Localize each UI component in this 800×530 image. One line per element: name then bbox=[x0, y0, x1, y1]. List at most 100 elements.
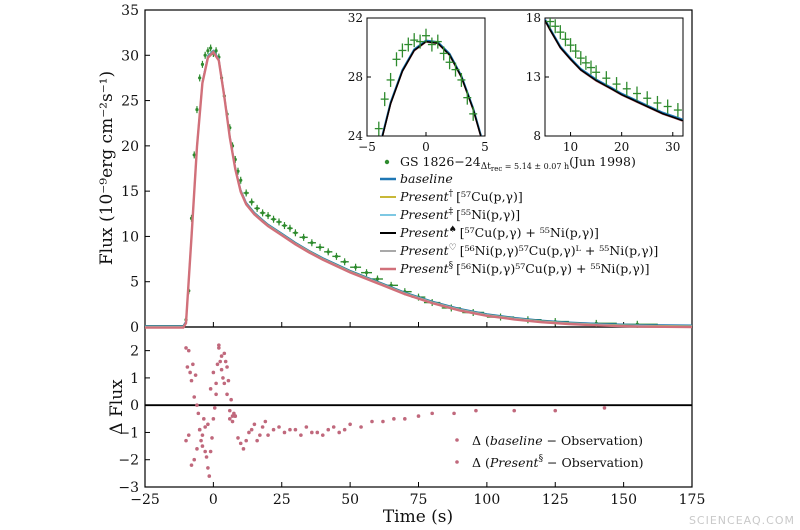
inset-ytick-label: 13 bbox=[526, 70, 541, 84]
obs-point bbox=[310, 241, 314, 245]
residual-point bbox=[226, 378, 231, 383]
residual-point bbox=[206, 422, 210, 427]
obs-point bbox=[364, 271, 369, 275]
main-y-axis-label: Flux (10⁻⁹erg cm⁻²s⁻¹) bbox=[97, 71, 117, 265]
residual-point bbox=[188, 370, 192, 375]
residual-point bbox=[217, 346, 221, 350]
inset-ytick-label: 18 bbox=[526, 11, 541, 25]
residual-point bbox=[197, 427, 202, 432]
residual-ytick-label: −3 bbox=[118, 480, 139, 496]
x-tick-label: 100 bbox=[474, 492, 501, 508]
legend-baseline-label: baseline bbox=[400, 171, 453, 186]
residual-point bbox=[271, 427, 276, 432]
residual-point bbox=[214, 392, 218, 397]
residual-point bbox=[244, 438, 248, 443]
residual-point bbox=[200, 444, 205, 448]
main-ytick-label: 30 bbox=[121, 48, 139, 64]
residual-point bbox=[277, 425, 281, 429]
legend-present-section-label: Present§ [⁵⁶Ni(p,γ)⁵⁷Cu(p,γ) + ⁵⁵Ni(p,γ)] bbox=[399, 261, 650, 276]
inset-ytick-label: 32 bbox=[348, 11, 363, 25]
inset-content bbox=[545, 18, 683, 122]
obs-point bbox=[206, 49, 210, 53]
residual-point bbox=[195, 403, 199, 407]
residual-point bbox=[553, 408, 558, 413]
residual-point bbox=[337, 430, 341, 435]
residual-legend-marker-baseline bbox=[455, 438, 459, 442]
residual-point bbox=[260, 425, 265, 429]
inset-xtick-label: 5 bbox=[481, 140, 489, 154]
residual-point bbox=[207, 474, 212, 478]
residual-point bbox=[196, 411, 201, 416]
residual-point bbox=[210, 436, 214, 440]
obs-point bbox=[195, 108, 199, 112]
obs-point bbox=[250, 200, 254, 204]
inset-content bbox=[374, 28, 483, 136]
residual-point bbox=[184, 346, 188, 350]
residual-ytick-label: 0 bbox=[130, 398, 139, 414]
main-ytick-label: 0 bbox=[130, 320, 139, 336]
inset2-frame bbox=[544, 17, 684, 137]
main-ytick-label: 25 bbox=[121, 94, 139, 110]
residual-point bbox=[192, 395, 197, 399]
inset-model-curve bbox=[545, 20, 683, 122]
x-tick-label: 150 bbox=[610, 492, 637, 508]
residual-y-axis-label: Δ Flux bbox=[107, 379, 127, 435]
residual-point bbox=[304, 425, 309, 429]
residual-point bbox=[192, 457, 197, 462]
residual-point bbox=[212, 406, 217, 410]
main-ytick-label: 10 bbox=[121, 229, 139, 245]
inset-xtick-label: 20 bbox=[614, 140, 629, 154]
residual-point bbox=[238, 441, 243, 446]
inset1-plot: −5 0 5 24 28 32 bbox=[348, 11, 489, 154]
residual-point bbox=[236, 436, 240, 440]
residual-point bbox=[211, 417, 216, 421]
obs-point bbox=[209, 46, 213, 50]
x-tick-label: 25 bbox=[273, 492, 291, 508]
residual-point bbox=[266, 433, 270, 437]
residual-point bbox=[252, 422, 257, 427]
main-legend: GS 1826−24Δtrec = 5.14 ± 0.07 h(Jun 1998… bbox=[380, 154, 658, 276]
residual-point bbox=[299, 433, 303, 437]
residual-point bbox=[186, 348, 191, 353]
residual-point bbox=[189, 378, 194, 383]
residual-point bbox=[184, 438, 188, 443]
inset-ytick-label: 24 bbox=[348, 129, 364, 143]
residual-point bbox=[392, 417, 396, 421]
residual-point bbox=[241, 447, 246, 451]
residual-point bbox=[185, 365, 190, 369]
watermark: SCIENCEAQ.COM bbox=[689, 514, 795, 527]
residual-point bbox=[215, 362, 220, 367]
obs-point bbox=[318, 245, 322, 249]
residual-point bbox=[263, 419, 268, 424]
residual-point bbox=[320, 433, 325, 437]
residual-ytick-label: −2 bbox=[118, 453, 139, 469]
residual-point bbox=[204, 455, 209, 459]
inset2-plot: 10 20 30 8 13 18 bbox=[526, 11, 683, 154]
obs-point bbox=[255, 206, 259, 210]
obs-point bbox=[288, 226, 292, 230]
x-tick-label: 125 bbox=[542, 492, 569, 508]
residual-point bbox=[214, 381, 218, 386]
residual-point bbox=[474, 408, 478, 413]
residual-point bbox=[227, 408, 232, 413]
main-ytick-label: 5 bbox=[130, 275, 139, 291]
residual-point bbox=[191, 362, 195, 367]
residual-point bbox=[342, 427, 347, 432]
residual-point bbox=[232, 411, 236, 416]
residual-point bbox=[203, 449, 207, 454]
residual-point bbox=[230, 419, 235, 424]
residual-point bbox=[381, 419, 385, 424]
residual-point bbox=[249, 427, 254, 432]
main-model-curves bbox=[145, 49, 693, 329]
inset-ytick-label: 28 bbox=[348, 70, 363, 84]
obs-point bbox=[334, 254, 339, 258]
legend-observation-label: GS 1826−24Δtrec = 5.14 ± 0.07 h(Jun 1998… bbox=[400, 154, 636, 173]
residual-point bbox=[227, 417, 232, 421]
main-ytick-label: 20 bbox=[121, 139, 139, 155]
residual-point bbox=[293, 427, 298, 432]
obs-point bbox=[214, 49, 218, 53]
residual-point bbox=[202, 417, 206, 421]
residual-point bbox=[222, 351, 227, 356]
obs-point bbox=[277, 220, 281, 224]
residual-point bbox=[230, 414, 235, 418]
